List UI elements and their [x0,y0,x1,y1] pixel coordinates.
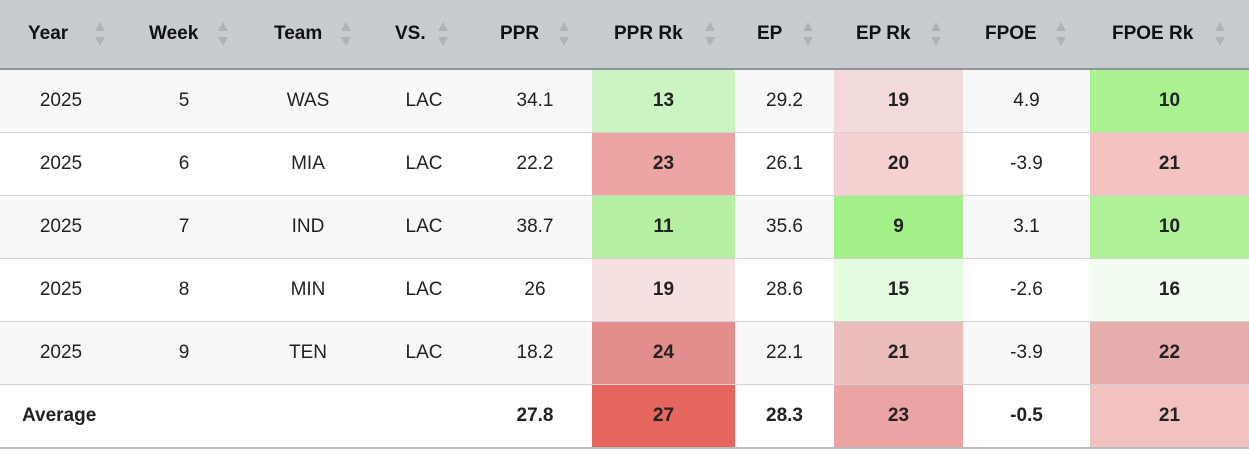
header-label: EP [757,23,783,44]
cell-ppr-rk: 23 [592,132,735,196]
cell-ep: 35.6 [735,195,834,259]
cell-fpoe-rk: 21 [1090,132,1249,196]
cell-ppr-rk: 24 [592,321,735,385]
cell-week: 7 [122,195,246,259]
cell-year: 2025 [0,69,122,133]
cell-ep-rk: 19 [834,69,963,133]
cell-ep-rk: 9 [834,195,963,259]
header-week[interactable]: Week [122,0,246,70]
sort-up-down-icon[interactable] [217,20,229,48]
cell-fpoe-rk: 10 [1090,69,1249,133]
table-row: 2025 6 MIA LAC 22.2 23 26.1 20 -3.9 21 [0,132,1249,196]
sort-up-down-icon[interactable] [704,20,716,48]
cell-ppr: 34.1 [478,69,592,133]
header-ppr-rk[interactable]: PPR Rk [592,0,735,70]
cell-fpoe-rk: 16 [1090,258,1249,322]
cell-vs: LAC [370,258,478,322]
cell-ppr-rk: 11 [592,195,735,259]
cell-ppr-rk: 13 [592,69,735,133]
header-label: VS. [395,23,426,44]
sort-up-down-icon[interactable] [930,20,942,48]
header-label: Team [274,23,323,44]
cell-year: 2025 [0,258,122,322]
cell-ppr: 18.2 [478,321,592,385]
header-label: PPR Rk [614,23,683,44]
cell-fpoe: -3.9 [963,321,1090,385]
table-row: 2025 8 MIN LAC 26 19 28.6 15 -2.6 16 [0,258,1249,322]
cell-week: 5 [122,69,246,133]
table-row: 2025 7 IND LAC 38.7 11 35.6 9 3.1 10 [0,195,1249,259]
header-label: PPR [500,23,540,44]
header-ep-rk[interactable]: EP Rk [834,0,963,70]
cell-ppr: 27.8 [478,384,592,449]
sort-up-down-icon[interactable] [437,20,449,48]
cell-vs: LAC [370,69,478,133]
cell-week: 6 [122,132,246,196]
header-label: Year [28,23,69,44]
header-fpoe-rk[interactable]: FPOE Rk [1090,0,1249,70]
cell-fpoe-rk: 21 [1090,384,1249,449]
cell-team: MIA [246,132,370,196]
cell-vs: LAC [370,132,478,196]
sort-up-down-icon[interactable] [802,20,814,48]
cell-vs: LAC [370,321,478,385]
average-row: Average 27.8 27 28.3 23 -0.5 21 [0,384,1249,449]
sort-up-down-icon[interactable] [1055,20,1067,48]
cell-ep-rk: 20 [834,132,963,196]
cell-ppr-rk: 27 [592,384,735,449]
cell-fpoe: -0.5 [963,384,1090,449]
cell-ep-rk: 21 [834,321,963,385]
cell-week: 9 [122,321,246,385]
cell-ep-rk: 23 [834,384,963,449]
header-vs[interactable]: VS. [370,0,478,70]
header-ppr[interactable]: PPR [478,0,592,70]
cell-year: 2025 [0,132,122,196]
cell-ppr-rk: 19 [592,258,735,322]
cell-team: IND [246,195,370,259]
cell-ppr: 22.2 [478,132,592,196]
cell-fpoe-rk: 22 [1090,321,1249,385]
header-label: FPOE [985,23,1037,44]
header-row: Year Week Team VS. PPR PPR Rk EP EP Rk F… [0,0,1249,70]
cell-team: TEN [246,321,370,385]
cell-fpoe-rk: 10 [1090,195,1249,259]
cell-ep: 26.1 [735,132,834,196]
cell-ep: 28.3 [735,384,834,449]
header-ep[interactable]: EP [735,0,834,70]
cell-team: WAS [246,69,370,133]
sort-up-down-icon[interactable] [558,20,570,48]
cell-fpoe: -2.6 [963,258,1090,322]
cell-year: 2025 [0,195,122,259]
cell-ep: 29.2 [735,69,834,133]
cell-fpoe: -3.9 [963,132,1090,196]
cell-fpoe: 4.9 [963,69,1090,133]
header-label: EP Rk [856,23,911,44]
cell-ppr: 26 [478,258,592,322]
cell-year: 2025 [0,321,122,385]
average-label: Average [0,384,478,449]
cell-ep: 28.6 [735,258,834,322]
header-team[interactable]: Team [246,0,370,70]
sort-up-down-icon[interactable] [1214,20,1226,48]
header-year[interactable]: Year [0,0,122,70]
sort-up-down-icon[interactable] [94,20,106,48]
cell-fpoe: 3.1 [963,195,1090,259]
table-row: 2025 5 WAS LAC 34.1 13 29.2 19 4.9 10 [0,69,1249,133]
header-label: Week [149,23,199,44]
header-label: FPOE Rk [1112,23,1194,44]
cell-ep-rk: 15 [834,258,963,322]
cell-vs: LAC [370,195,478,259]
cell-ppr: 38.7 [478,195,592,259]
table-row: 2025 9 TEN LAC 18.2 24 22.1 21 -3.9 22 [0,321,1249,385]
sort-up-down-icon[interactable] [340,20,352,48]
cell-week: 8 [122,258,246,322]
header-fpoe[interactable]: FPOE [963,0,1090,70]
cell-team: MIN [246,258,370,322]
cell-ep: 22.1 [735,321,834,385]
